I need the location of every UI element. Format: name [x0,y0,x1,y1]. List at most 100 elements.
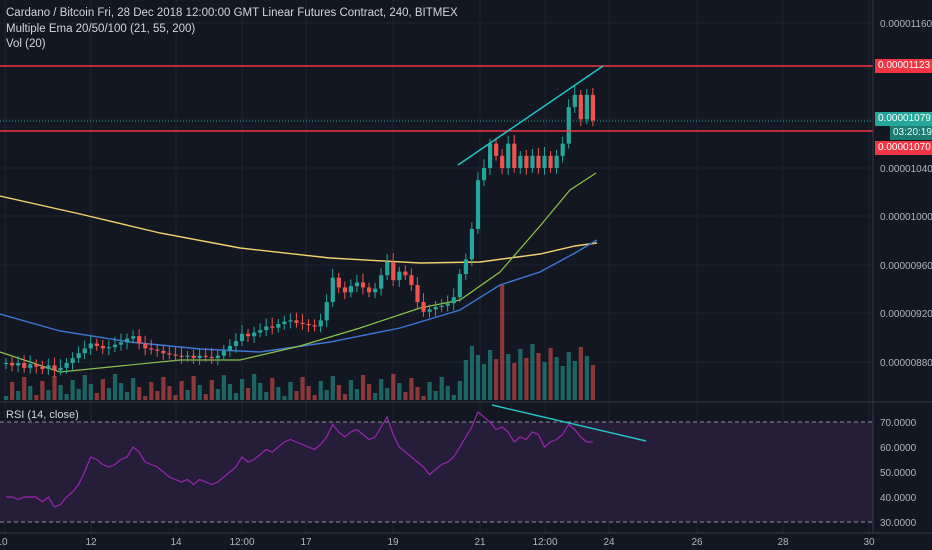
volume-bar [518,349,523,400]
volume-bar [536,353,541,400]
candle-body [282,321,287,324]
volume-bar [264,392,269,400]
candle-body [506,143,511,168]
candle-body [542,155,547,168]
volume-bar [590,365,596,400]
volume-bar [197,385,202,400]
candle-body [270,326,275,328]
candle-body [227,345,233,351]
candle-body [215,355,220,359]
candle-body [179,355,184,357]
candle-body [10,363,15,366]
candle-body [100,345,105,349]
candle-body [397,271,402,281]
candle-body [131,336,136,339]
candle-body [288,320,293,322]
volume-bar [500,285,505,400]
candle-body [336,277,341,288]
volume-bar [318,381,323,400]
volume-bar [578,347,583,400]
volume-bar [106,388,112,400]
candle-body [566,107,571,144]
volume-bar [137,387,142,400]
candle-body [106,347,112,349]
rsi-axis[interactable]: 70.0000 60.0000 50.0000 40.0000 30.0000 [880,418,917,529]
volume-bar [64,394,69,400]
volume-bar [312,395,317,400]
volume-bar [118,383,124,400]
volume-bar [233,393,239,400]
candle-body [373,288,378,293]
volume-bar [161,377,166,400]
volume-bar [360,375,366,400]
volume-bar [276,387,281,400]
trendline-upper[interactable] [457,65,604,166]
candle-body [469,228,475,260]
rsi-tick-label: 70.0000 [880,418,917,429]
ema-legend[interactable]: Multiple Ema 20/50/100 (21, 55, 200) [6,23,196,35]
volume-bar [185,390,190,400]
volume-bar [367,384,372,400]
candle-body [421,302,426,312]
candle-body [312,325,317,327]
time-tick-label: 12:00 [532,537,557,548]
candle-body [252,332,257,337]
volume-bar [52,376,57,400]
volume-bar [542,362,547,400]
volume-bar [451,395,456,400]
candle-body [578,94,583,120]
volume-bar [173,395,178,400]
volume-bars [4,285,596,400]
candle-body [137,336,142,344]
volume-bar [530,344,535,400]
trendline-rsi[interactable] [491,404,647,442]
rsi-legend[interactable]: RSI (14, close) [6,409,79,421]
candle-body [40,366,45,370]
candle-body [28,364,33,368]
candle-body [76,353,81,359]
volume-bar [415,387,420,400]
volume-bar [28,386,33,400]
volume-bar [457,381,462,400]
candle-body [82,348,87,354]
volume-bar [463,360,468,400]
candle-body [22,363,27,368]
candle-body [306,324,311,326]
time-axis[interactable]: 10 12 14 12:00 17 19 21 12:00 24 26 28 30 [0,537,875,548]
time-tick-label: 12:00 [229,537,254,548]
volume-legend[interactable]: Vol (20) [6,38,46,50]
candle-body [590,94,596,121]
volume-bar [203,394,208,400]
volume-bar [215,389,220,400]
volume-bar [94,393,99,400]
candle-body [451,297,456,304]
candle-body [167,353,172,355]
candle-body [246,333,251,337]
candle-body [221,350,226,356]
volume-bar [385,388,390,400]
candle-body [258,330,263,333]
time-tick-label: 26 [691,537,703,548]
candle-body [318,320,323,327]
rsi-tick-label: 60.0000 [880,443,917,454]
candle-body [203,355,208,357]
price-tick-label: 0.00000920 [880,309,932,320]
candle-body [342,287,347,293]
volume-bar [22,377,27,400]
chart-title: Cardano / Bitcoin Fri, 28 Dec 2018 12:00… [6,7,458,19]
volume-bar [155,391,160,400]
candle-body [264,326,269,331]
candle-body [294,320,299,323]
candle-body [360,282,366,288]
volume-bar [391,374,396,400]
candle-body [379,275,384,289]
volume-bar [524,358,529,400]
price-axis[interactable]: 0.00001160 0.00000880 0.00000920 0.00000960… [880,19,932,369]
volume-bar [566,352,571,400]
time-tick-label: 28 [777,537,789,548]
candle-body [385,261,390,276]
candle-body [161,350,166,354]
volume-bar [282,396,287,400]
volume-bar [227,384,233,400]
